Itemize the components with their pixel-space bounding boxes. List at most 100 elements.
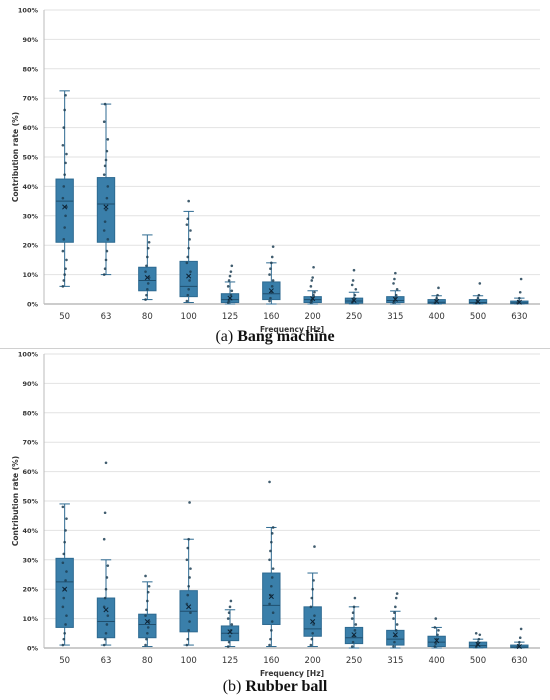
data-point: [61, 505, 65, 509]
data-point: [146, 599, 149, 603]
data-point: [226, 645, 230, 648]
data-point: [271, 611, 275, 615]
data-point: [270, 261, 273, 265]
data-point: [102, 643, 106, 647]
data-point: [519, 627, 523, 631]
data-point: [145, 293, 148, 297]
y-tick-label: 70%: [22, 439, 38, 447]
data-point: [270, 576, 274, 579]
data-point: [227, 611, 231, 615]
y-tick-label: 40%: [22, 527, 38, 535]
data-point: [269, 267, 272, 271]
data-point: [310, 637, 314, 641]
data-point: [436, 293, 439, 297]
data-point: [311, 632, 314, 635]
box-plot-rubber-ball: 0% 10% 20% 30% 40% 50% 60% 70% 80% 90% 100% Contrib…: [11, 351, 540, 678]
data-point: [186, 546, 190, 550]
data-point: [478, 633, 482, 637]
data-point: [61, 143, 65, 147]
x-tick-label: 63: [101, 312, 112, 322]
y-tick-label: 20%: [22, 586, 38, 594]
data-point: [185, 602, 189, 606]
mean-marker: [103, 204, 109, 210]
data-point: [393, 640, 396, 644]
data-point: [269, 637, 272, 641]
y-tick-label: 90%: [22, 380, 38, 388]
mean-marker: [227, 629, 233, 635]
data-point: [65, 570, 68, 573]
data-point: [106, 614, 110, 617]
data-point: [270, 620, 274, 623]
data-point: [518, 640, 521, 644]
data-point: [64, 579, 67, 582]
data-point: [146, 282, 150, 285]
data-point: [63, 540, 66, 544]
data-point: [394, 629, 398, 632]
data-point: [268, 480, 271, 484]
data-point: [227, 299, 231, 303]
mean-marker: [351, 297, 357, 304]
data-point: [268, 602, 271, 606]
data-point: [103, 511, 107, 515]
data-point: [63, 173, 66, 176]
data-point: [106, 564, 110, 567]
x-tick-label: 200: [305, 312, 321, 322]
data-point: [395, 623, 399, 626]
y-tick-label: 30%: [22, 556, 38, 564]
data-point: [64, 161, 67, 165]
data-point: [268, 558, 271, 562]
y-axis-title: Contribution rate (%): [11, 112, 20, 202]
data-point: [106, 185, 110, 188]
data-point: [312, 579, 315, 582]
data-point: [350, 645, 354, 648]
x-tick-label: 50: [59, 656, 70, 666]
data-point: [189, 611, 192, 615]
data-point: [270, 540, 273, 544]
data-point: [62, 637, 66, 641]
data-point: [102, 120, 106, 124]
data-point: [64, 93, 67, 97]
data-point: [105, 249, 109, 253]
data-point: [63, 108, 66, 112]
data-point: [103, 596, 107, 600]
data-point: [65, 517, 68, 520]
data-point: [103, 102, 107, 106]
mean-marker: [186, 273, 192, 279]
data-point: [352, 605, 356, 609]
data-point: [228, 274, 232, 278]
data-point: [227, 279, 231, 282]
y-tick-label: 50%: [22, 154, 38, 162]
data-point: [474, 632, 478, 635]
data-point: [185, 261, 189, 265]
data-point: [102, 605, 106, 609]
data-point: [104, 587, 108, 591]
data-point: [105, 149, 109, 153]
data-point: [394, 605, 397, 609]
data-point: [270, 285, 274, 288]
data-point: [271, 279, 275, 282]
data-point: [186, 637, 190, 641]
data-point: [392, 617, 395, 620]
data-point: [433, 626, 437, 629]
data-point: [270, 629, 273, 632]
data-point: [102, 173, 106, 176]
data-point: [145, 264, 148, 268]
data-point: [392, 282, 395, 285]
data-point: [518, 290, 522, 294]
data-point: [226, 285, 230, 288]
data-point: [186, 293, 190, 297]
data-point: [104, 258, 108, 262]
data-point: [189, 567, 192, 570]
mean-marker: [310, 296, 316, 302]
data-point: [146, 288, 149, 291]
data-point: [61, 561, 65, 565]
data-point: [313, 290, 316, 294]
data-point: [61, 605, 65, 609]
data-point: [186, 593, 190, 597]
data-point: [351, 611, 355, 615]
caption-title: Rubber ball: [245, 678, 328, 695]
y-tick-label: 80%: [22, 65, 38, 73]
data-point: [65, 152, 68, 156]
data-point: [61, 249, 65, 253]
data-point: [311, 276, 314, 279]
